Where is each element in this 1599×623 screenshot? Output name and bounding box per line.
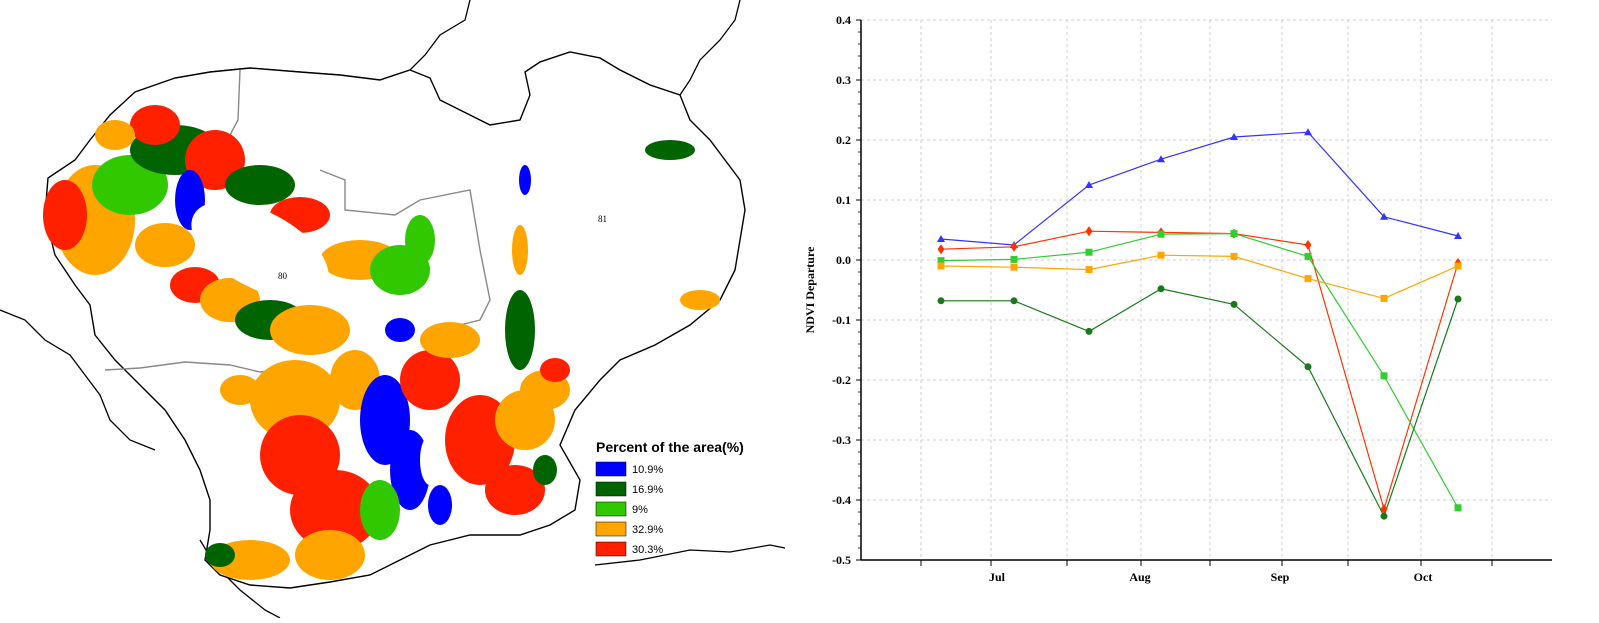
series-markers bbox=[937, 128, 1462, 520]
y-tick-label: 0.0 bbox=[836, 253, 851, 267]
data-point bbox=[1157, 251, 1165, 259]
data-point bbox=[1304, 275, 1312, 283]
y-tick-label: -0.3 bbox=[832, 433, 851, 447]
y-tick-label: -0.2 bbox=[832, 373, 851, 387]
data-point bbox=[1010, 297, 1018, 305]
x-tick-labels: Jul Aug Sep Oct bbox=[989, 570, 1432, 584]
anomaly-patches bbox=[43, 105, 720, 580]
data-point bbox=[1454, 295, 1462, 303]
province-boundary-central bbox=[319, 169, 491, 326]
border-north-neighbor bbox=[174, 0, 471, 81]
series-lines bbox=[940, 131, 1459, 518]
legend-title: Percent of the area(%) bbox=[596, 439, 744, 455]
legend-label-0: 10.9% bbox=[632, 464, 663, 476]
data-point bbox=[1380, 512, 1388, 520]
data-point bbox=[1454, 232, 1462, 239]
data-point bbox=[1304, 128, 1312, 136]
x-tick-label: Aug bbox=[1129, 570, 1150, 584]
y-tick-label: -0.4 bbox=[832, 493, 851, 507]
y-tick-label: -0.5 bbox=[832, 553, 851, 567]
data-point bbox=[1380, 294, 1388, 302]
y-tick-label: 0.1 bbox=[836, 193, 851, 207]
data-point bbox=[1085, 181, 1093, 188]
data-point bbox=[937, 297, 945, 305]
data-point bbox=[1230, 133, 1238, 140]
data-point bbox=[1380, 504, 1388, 514]
data-point bbox=[1085, 266, 1093, 274]
y-tick-labels: 0.4 0.3 0.2 0.1 0.0 -0.1 -0.2 -0.3 -0.4 -0.5 bbox=[832, 13, 851, 567]
data-point bbox=[1085, 327, 1093, 335]
y-tick-label: 0.3 bbox=[836, 73, 851, 87]
data-point bbox=[1010, 263, 1018, 271]
series-line-4 bbox=[941, 288, 1459, 518]
region-label-80: 80 bbox=[278, 271, 288, 281]
data-point bbox=[1230, 230, 1238, 238]
data-point bbox=[937, 235, 945, 242]
data-point bbox=[1454, 262, 1462, 270]
y-axis-title: NDVI Departure bbox=[803, 246, 817, 333]
map-panel: 80 81 Percent of the area(%) 10.9% 16.9% 9… bbox=[0, 0, 790, 619]
data-point bbox=[1304, 240, 1312, 250]
legend-swatch-2 bbox=[595, 501, 627, 517]
y-tick-label: 0.4 bbox=[836, 13, 851, 27]
legend-swatch-3 bbox=[595, 521, 627, 537]
legend-swatch-0 bbox=[595, 461, 627, 477]
data-point bbox=[1454, 504, 1462, 512]
border-west-neighbor bbox=[0, 309, 156, 451]
legend-label-4: 30.3% bbox=[632, 544, 663, 556]
data-point bbox=[1304, 252, 1312, 260]
border-south-coast bbox=[594, 544, 786, 566]
data-point bbox=[1085, 248, 1093, 256]
data-point bbox=[937, 262, 945, 270]
data-point bbox=[1157, 155, 1165, 163]
y-tick-label: 0.2 bbox=[836, 133, 851, 147]
legend-swatch-4 bbox=[595, 541, 627, 557]
region-label-81: 81 bbox=[598, 214, 607, 224]
data-point bbox=[1157, 285, 1165, 293]
series-line-3 bbox=[940, 254, 1459, 300]
anomaly-map: 80 81 Percent of the area(%) 10.9% 16.9% 9… bbox=[0, 0, 786, 619]
chart-grid bbox=[861, 19, 1552, 561]
ndvi-departure-chart: 0.4 0.3 0.2 0.1 0.0 -0.1 -0.2 -0.3 -0.4 -0.5 Jul A… bbox=[803, 13, 1552, 584]
data-point bbox=[1230, 252, 1238, 260]
data-point bbox=[937, 257, 945, 265]
data-point bbox=[1304, 363, 1312, 371]
legend-label-3: 32.9% bbox=[632, 524, 663, 536]
series-line-0 bbox=[940, 131, 1459, 246]
data-point bbox=[1380, 372, 1388, 380]
legend-swatch-1 bbox=[595, 481, 627, 497]
legend-label-2: 9% bbox=[632, 504, 648, 516]
data-point bbox=[1010, 241, 1018, 252]
data-point bbox=[1157, 230, 1165, 238]
chart-axes bbox=[856, 19, 1552, 566]
x-tick-label: Sep bbox=[1271, 570, 1290, 584]
data-point bbox=[1085, 226, 1093, 237]
series-line-2 bbox=[940, 232, 1459, 509]
data-point bbox=[937, 244, 945, 255]
data-point bbox=[1380, 212, 1388, 220]
data-point bbox=[1230, 300, 1238, 308]
map-legend: Percent of the area(%) 10.9% 16.9% 9% 32.9%… bbox=[595, 439, 744, 557]
x-tick-label: Oct bbox=[1414, 570, 1433, 584]
chart-panel: 0.4 0.3 0.2 0.1 0.0 -0.1 -0.2 -0.3 -0.4 -0.5 Jul A… bbox=[800, 0, 1599, 618]
series-line-1 bbox=[940, 230, 1459, 512]
x-tick-label: Jul bbox=[989, 570, 1006, 584]
legend-label-1: 16.9% bbox=[632, 484, 663, 496]
y-tick-label: -0.1 bbox=[832, 313, 851, 327]
data-point bbox=[1010, 255, 1018, 263]
